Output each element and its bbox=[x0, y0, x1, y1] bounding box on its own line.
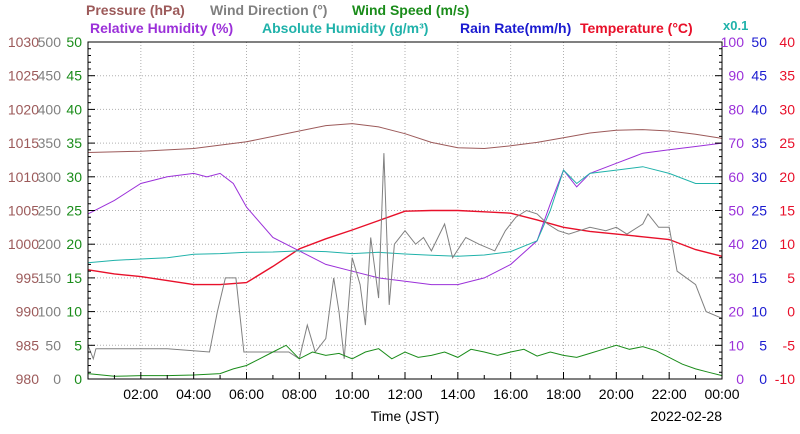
y-tick-label-wind-direction: 50 bbox=[45, 337, 61, 353]
y-tick-label-pressure: 1000 bbox=[8, 236, 39, 252]
y-tick-label-wind-direction: 100 bbox=[38, 304, 62, 320]
series-line-5 bbox=[87, 344, 723, 377]
legend-wind-speed: Wind Speed (m/s) bbox=[352, 2, 469, 18]
legend-pressure: Pressure (hPa) bbox=[86, 2, 185, 18]
y-tick-label-rain-rate: 45 bbox=[751, 68, 767, 84]
date-label: 2022-02-28 bbox=[650, 408, 722, 424]
y-tick-label-relative-humidity: 40 bbox=[728, 236, 744, 252]
y-tick-label-pressure: 980 bbox=[16, 371, 40, 387]
y-tick-label-temperature: 0 bbox=[787, 304, 795, 320]
y-tick-label-relative-humidity: 60 bbox=[728, 169, 744, 185]
y-tick-label-pressure: 1015 bbox=[8, 135, 39, 151]
y-tick-label-temperature: -5 bbox=[783, 337, 796, 353]
x-tick-label: 18:00 bbox=[546, 386, 581, 402]
y-tick-label-pressure: 1010 bbox=[8, 169, 39, 185]
y-tick-label-wind-direction: 350 bbox=[38, 135, 62, 151]
y-tick-label-temperature: -10 bbox=[775, 371, 795, 387]
y-tick-label-pressure: 995 bbox=[16, 270, 40, 286]
x-tick-label: 00:00 bbox=[704, 386, 739, 402]
y-tick-label-rain-rate: 40 bbox=[751, 101, 767, 117]
x-tick-label: 06:00 bbox=[229, 386, 264, 402]
y-tick-label-relative-humidity: 30 bbox=[728, 270, 744, 286]
y-tick-label-wind-speed: 45 bbox=[66, 68, 82, 84]
x-tick-label: 08:00 bbox=[282, 386, 317, 402]
y-tick-label-wind-speed: 5 bbox=[74, 337, 82, 353]
y-tick-label-wind-direction: 200 bbox=[38, 236, 62, 252]
y-tick-label-wind-direction: 300 bbox=[38, 169, 62, 185]
y-tick-label-wind-speed: 35 bbox=[66, 135, 82, 151]
y-tick-label-rain-rate: 5 bbox=[759, 337, 767, 353]
y-tick-label-rain-rate: 30 bbox=[751, 169, 767, 185]
y-tick-label-wind-direction: 250 bbox=[38, 203, 62, 219]
y-tick-label-relative-humidity: 0 bbox=[736, 371, 744, 387]
y-tick-label-wind-direction: 500 bbox=[38, 34, 62, 50]
y-tick-label-wind-direction: 450 bbox=[38, 68, 62, 84]
y-tick-label-wind-speed: 25 bbox=[66, 203, 82, 219]
y-tick-label-wind-speed: 0 bbox=[74, 371, 82, 387]
tick-layer bbox=[87, 41, 723, 380]
y-tick-label-rain-rate: 35 bbox=[751, 135, 767, 151]
y-tick-label-relative-humidity: 80 bbox=[728, 101, 744, 117]
legend-relative-humidity: Relative Humidity (%) bbox=[90, 20, 233, 36]
y-tick-label-temperature: 25 bbox=[779, 135, 795, 151]
y-tick-label-wind-speed: 50 bbox=[66, 34, 82, 50]
y-tick-label-rain-rate: 10 bbox=[751, 304, 767, 320]
y-tick-label-temperature: 15 bbox=[779, 203, 795, 219]
y-tick-label-temperature: 40 bbox=[779, 34, 795, 50]
scale-note: x0.1 bbox=[723, 18, 748, 33]
series-line-1 bbox=[87, 209, 723, 286]
y-tick-label-wind-speed: 15 bbox=[66, 270, 82, 286]
x-axis-title: Time (JST) bbox=[371, 408, 440, 424]
x-tick-label: 12:00 bbox=[387, 386, 422, 402]
y-tick-label-relative-humidity: 50 bbox=[728, 203, 744, 219]
y-tick-label-relative-humidity: 90 bbox=[728, 68, 744, 84]
y-tick-label-pressure: 1025 bbox=[8, 68, 39, 84]
x-tick-label: 16:00 bbox=[493, 386, 528, 402]
series-line-3 bbox=[87, 166, 722, 264]
series-line-2 bbox=[87, 142, 723, 286]
y-tick-label-rain-rate: 0 bbox=[759, 371, 767, 387]
series-line-0 bbox=[87, 123, 723, 153]
y-tick-label-pressure: 985 bbox=[16, 337, 40, 353]
y-tick-label-rain-rate: 15 bbox=[751, 270, 767, 286]
y-tick-label-wind-speed: 30 bbox=[66, 169, 82, 185]
y-tick-label-wind-direction: 150 bbox=[38, 270, 62, 286]
y-tick-label-wind-direction: 0 bbox=[53, 371, 61, 387]
y-tick-label-temperature: 35 bbox=[779, 68, 795, 84]
y-tick-label-relative-humidity: 20 bbox=[728, 304, 744, 320]
y-tick-label-pressure: 1030 bbox=[8, 34, 39, 50]
legend-absolute-humidity: Absolute Humidity (g/m³) bbox=[262, 20, 428, 36]
y-tick-label-rain-rate: 25 bbox=[751, 203, 767, 219]
axis-label-layer: 9809859909951000100510101015102010251030… bbox=[8, 34, 795, 402]
y-tick-label-relative-humidity: 10 bbox=[728, 337, 744, 353]
y-tick-label-wind-speed: 10 bbox=[66, 304, 82, 320]
x-tick-label: 10:00 bbox=[335, 386, 370, 402]
legend-wind-direction: Wind Direction (°) bbox=[210, 2, 327, 18]
y-tick-label-wind-speed: 20 bbox=[66, 236, 82, 252]
x-tick-label: 20:00 bbox=[599, 386, 634, 402]
y-tick-label-wind-direction: 400 bbox=[38, 101, 62, 117]
y-tick-label-pressure: 990 bbox=[16, 304, 40, 320]
x-tick-label: 22:00 bbox=[652, 386, 687, 402]
y-tick-label-temperature: 30 bbox=[779, 101, 795, 117]
series-line-4 bbox=[87, 153, 723, 361]
y-tick-label-rain-rate: 50 bbox=[751, 34, 767, 50]
y-tick-label-relative-humidity: 100 bbox=[721, 34, 745, 50]
y-tick-label-temperature: 10 bbox=[779, 236, 795, 252]
y-tick-label-rain-rate: 20 bbox=[751, 236, 767, 252]
y-tick-label-temperature: 5 bbox=[787, 270, 795, 286]
y-tick-label-relative-humidity: 70 bbox=[728, 135, 744, 151]
y-tick-label-temperature: 20 bbox=[779, 169, 795, 185]
x-tick-label: 04:00 bbox=[176, 386, 211, 402]
x-tick-label: 14:00 bbox=[440, 386, 475, 402]
y-tick-label-pressure: 1020 bbox=[8, 101, 39, 117]
x-tick-label: 02:00 bbox=[123, 386, 158, 402]
y-tick-label-pressure: 1005 bbox=[8, 203, 39, 219]
y-tick-label-wind-speed: 40 bbox=[66, 101, 82, 117]
legend-rain-rate: Rain Rate(mm/h) bbox=[460, 20, 571, 36]
legend-temperature: Temperature (°C) bbox=[580, 20, 693, 36]
series-layer bbox=[87, 123, 723, 380]
